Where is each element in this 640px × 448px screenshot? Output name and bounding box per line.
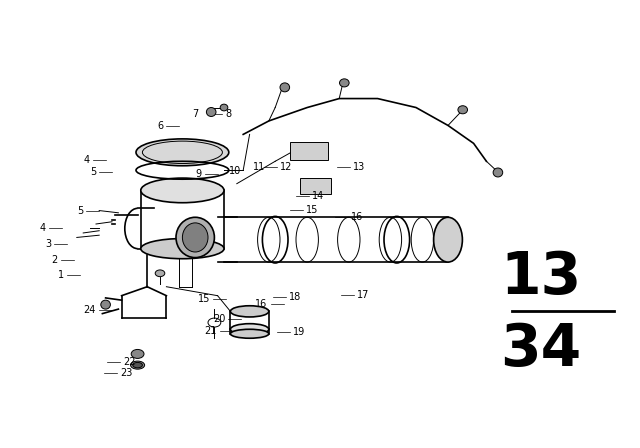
Text: 5: 5 [90,168,96,177]
Text: 3: 3 [45,239,51,249]
Text: 10: 10 [229,166,242,176]
Ellipse shape [141,178,224,203]
Ellipse shape [133,362,143,368]
Text: 18: 18 [289,292,301,302]
Text: 4: 4 [40,224,46,233]
Text: 11: 11 [253,162,266,172]
Text: 20: 20 [213,314,225,324]
Ellipse shape [280,83,290,92]
Ellipse shape [101,300,111,309]
Text: 5: 5 [77,207,83,216]
Ellipse shape [131,349,144,358]
Ellipse shape [230,329,269,338]
Text: 1: 1 [58,270,64,280]
Text: 15: 15 [306,205,318,215]
Text: 9: 9 [195,169,202,179]
Text: 34: 34 [500,321,581,378]
Text: 6: 6 [157,121,163,131]
FancyBboxPatch shape [300,178,331,194]
Text: 16: 16 [255,299,268,309]
Text: 16: 16 [351,212,363,222]
Text: 24: 24 [84,305,96,315]
Ellipse shape [155,270,165,277]
Ellipse shape [458,106,467,114]
Ellipse shape [176,217,214,258]
Ellipse shape [141,238,224,259]
Ellipse shape [493,168,503,177]
Text: 13: 13 [500,249,581,306]
Text: 23: 23 [120,368,132,378]
Text: 7: 7 [192,109,198,119]
Ellipse shape [230,323,269,335]
Text: 14: 14 [312,191,324,201]
Ellipse shape [230,306,269,317]
Text: 2: 2 [51,255,58,265]
Ellipse shape [131,361,145,369]
Text: 8: 8 [225,109,232,119]
Ellipse shape [220,104,228,111]
Text: 13: 13 [353,162,365,172]
Text: 12: 12 [280,162,292,172]
Ellipse shape [206,108,216,116]
Text: 15: 15 [198,294,210,304]
Text: 21: 21 [204,326,216,336]
Ellipse shape [182,223,208,252]
Ellipse shape [340,79,349,87]
Text: 22: 22 [123,357,136,366]
Text: 19: 19 [293,327,305,337]
Text: 17: 17 [357,290,369,300]
Ellipse shape [136,139,229,166]
Ellipse shape [434,217,463,262]
Text: 4: 4 [83,155,90,165]
FancyBboxPatch shape [290,142,328,160]
